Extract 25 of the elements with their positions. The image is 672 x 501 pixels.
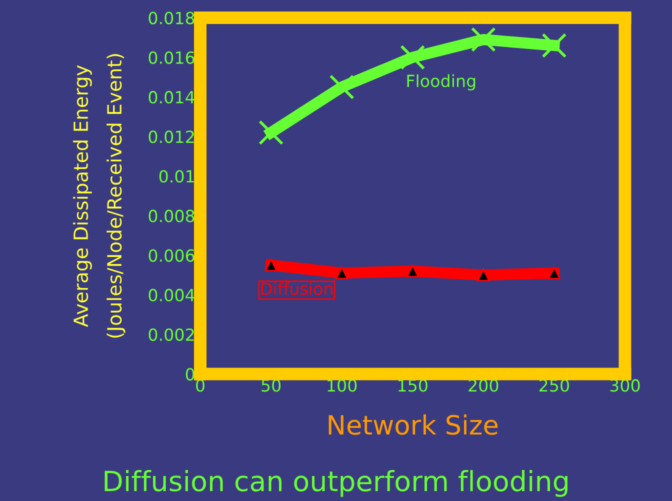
point — [400, 44, 426, 70]
y-tick-label: 0.014 — [148, 90, 194, 104]
point — [329, 74, 354, 100]
x-axis-title: Network Size — [328, 414, 498, 435]
point — [406, 264, 419, 278]
y-tick-label: 0 — [186, 368, 194, 381]
y-tick-label: 0.018 — [148, 12, 194, 24]
y-tick-label: 0.006 — [148, 249, 194, 262]
y-tick-label: 0.008 — [148, 210, 194, 222]
series-label: Diffusion — [262, 282, 332, 295]
point — [470, 27, 496, 52]
point — [548, 266, 560, 280]
point — [264, 258, 278, 272]
text: Diffusion can outperform flooding — [104, 470, 568, 497]
point — [477, 268, 490, 282]
series-label: Flooding — [407, 74, 476, 90]
y-tick-label: 0.004 — [148, 288, 194, 302]
y-tick-label: 0.016 — [148, 51, 194, 64]
y-axis-title: Average Dissipated Energy (Joules/Node/Received Event) — [73, 54, 126, 338]
point — [336, 266, 348, 280]
y-tick-label: 0.012 — [148, 130, 194, 144]
point — [542, 32, 567, 58]
y-tick-label: 0.01 — [159, 170, 194, 183]
y-tick-label: 0.002 — [148, 328, 194, 341]
point — [258, 120, 284, 146]
